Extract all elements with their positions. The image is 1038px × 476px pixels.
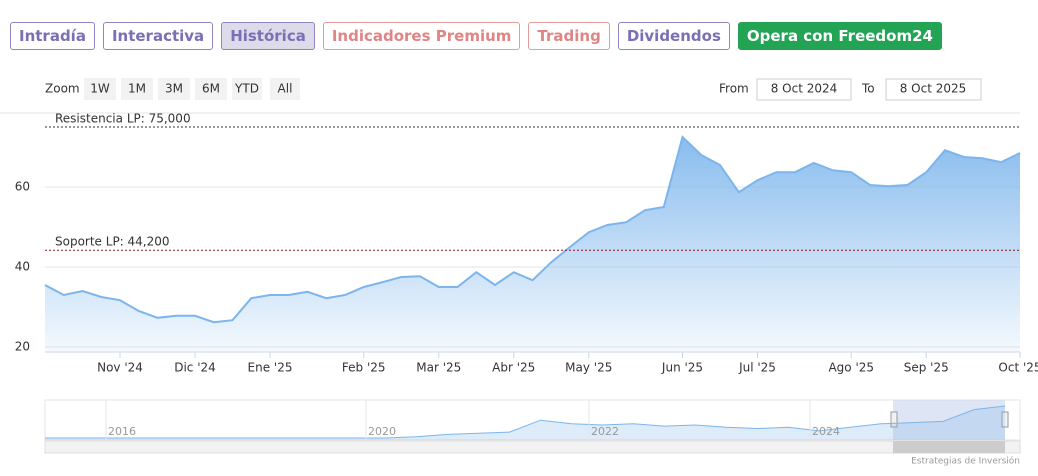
zoom-button[interactable] bbox=[158, 78, 190, 100]
plot-line-label: Soporte LP: 44,200 bbox=[55, 235, 170, 249]
tab[interactable]: Intradía bbox=[10, 22, 95, 50]
y-tick-label: 40 bbox=[15, 260, 30, 274]
x-tick-label: Feb '25 bbox=[342, 361, 386, 375]
from-date[interactable]: 8 Oct 2024 bbox=[771, 82, 838, 96]
zoom-button-label[interactable]: 1M bbox=[128, 82, 146, 96]
navigator-label: 2022 bbox=[591, 425, 619, 438]
tab-bar: Intradía Interactiva Histórica Indicadores … bbox=[10, 22, 942, 50]
zoom-button[interactable] bbox=[232, 78, 262, 100]
navigator-label: 2024 bbox=[812, 425, 840, 438]
cta-button[interactable]: Opera con Freedom24 bbox=[737, 22, 942, 50]
tab[interactable]: Trading bbox=[528, 22, 610, 50]
x-tick-label: May '25 bbox=[565, 361, 612, 375]
to-date[interactable]: 8 Oct 2025 bbox=[900, 82, 967, 96]
tab[interactable]: Dividendos bbox=[617, 22, 730, 50]
scrollbar-thumb[interactable] bbox=[893, 441, 1005, 453]
navigator-box bbox=[44, 399, 1021, 441]
x-tick-label: Mar '25 bbox=[416, 361, 461, 375]
x-tick-label: Sep '25 bbox=[904, 361, 949, 375]
tab[interactable]: Histórica bbox=[221, 22, 315, 50]
area bbox=[45, 137, 1020, 352]
scrollbar[interactable] bbox=[44, 440, 1021, 454]
zoom-button-label[interactable]: 3M bbox=[165, 82, 183, 96]
navigator-window[interactable] bbox=[893, 400, 1005, 440]
tab[interactable]: Indicadores Premium bbox=[322, 22, 521, 50]
to-label: To bbox=[861, 82, 875, 96]
zoom-label: Zoom bbox=[45, 82, 80, 96]
x-tick-label: Nov '24 bbox=[97, 361, 143, 375]
navigator-handle[interactable] bbox=[890, 411, 898, 428]
x-tick-label: Jun '25 bbox=[661, 361, 703, 375]
zoom-button[interactable] bbox=[121, 78, 153, 100]
to-input[interactable] bbox=[885, 78, 982, 101]
navigator-label: 2020 bbox=[368, 425, 396, 438]
y-tick-label: 60 bbox=[15, 180, 30, 194]
y-tick-label: 20 bbox=[15, 340, 30, 354]
x-tick-label: Ago '25 bbox=[828, 361, 874, 375]
x-tick-label: Ene '25 bbox=[248, 361, 293, 375]
zoom-button-label[interactable]: YTD bbox=[234, 82, 259, 96]
tab[interactable]: Interactiva bbox=[102, 22, 214, 50]
navigator-handle[interactable] bbox=[1001, 411, 1009, 428]
zoom-button-label[interactable]: 6M bbox=[202, 82, 220, 96]
zoom-button-label[interactable]: 1W bbox=[90, 82, 110, 96]
zoom-button[interactable] bbox=[84, 78, 116, 100]
plot-line-label: Resistencia LP: 75,000 bbox=[55, 112, 191, 126]
zoom-button-label[interactable]: All bbox=[278, 82, 293, 96]
from-input[interactable] bbox=[756, 78, 852, 101]
credit: Estrategias de Inversión bbox=[911, 456, 1020, 467]
navigator-line bbox=[45, 405, 1006, 439]
navigator-area bbox=[45, 406, 1005, 440]
x-tick-label: Oct '25 bbox=[998, 361, 1038, 375]
navigator-label: 2016 bbox=[108, 425, 136, 438]
line bbox=[44, 135, 1021, 324]
zoom-button[interactable] bbox=[195, 78, 227, 100]
x-tick-label: Abr '25 bbox=[492, 361, 535, 375]
x-tick-label: Jul '25 bbox=[738, 361, 776, 375]
x-tick-label: Dic '24 bbox=[174, 361, 216, 375]
from-label: From bbox=[719, 82, 749, 96]
zoom-button[interactable] bbox=[270, 78, 300, 100]
